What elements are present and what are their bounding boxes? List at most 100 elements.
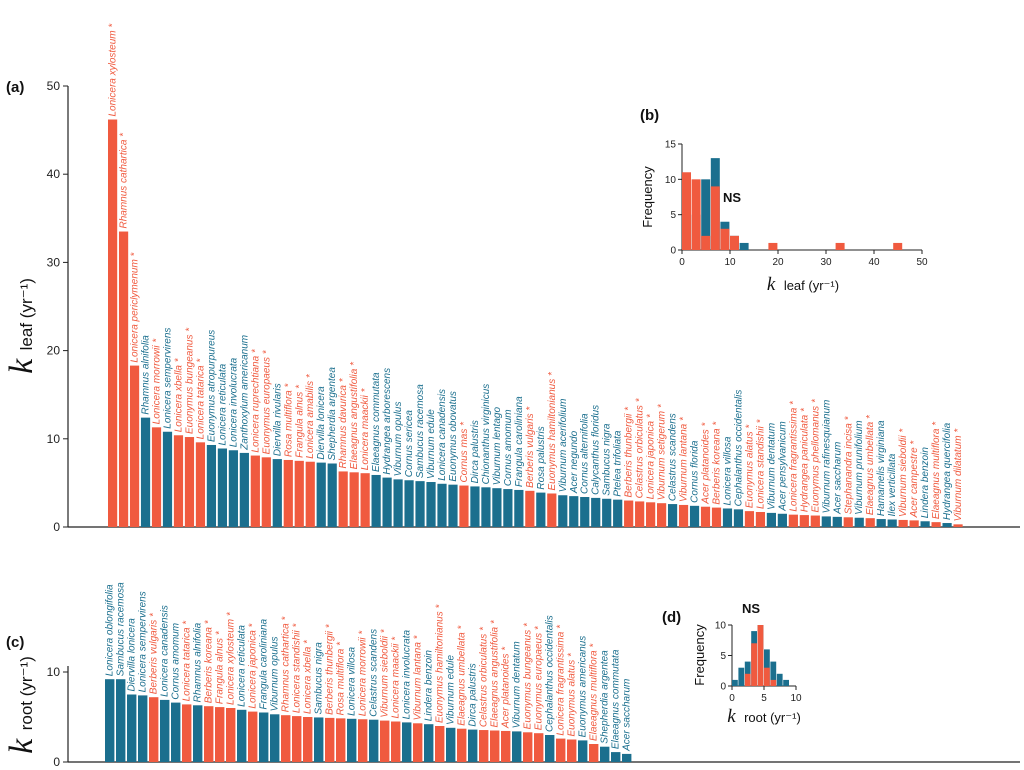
bar-label: Viburnum dentatum [512,641,523,728]
bar-label: Rosa palustris [536,426,547,489]
bar [545,735,555,762]
bar [382,477,392,527]
bar-label: Viburnum setigerum * [657,403,668,500]
y-tick-label: 0 [720,682,726,693]
bar-label: Lindera benzoin [424,650,435,722]
bar-label: Frangula alnus * [215,630,226,704]
panel-c-bars [105,679,632,762]
bar-label: Frangula caroliniana [514,396,525,487]
bar [777,513,787,527]
bar [490,730,500,762]
panel-a-bar-labels: Lonicera xylosteum * Rhamnus cathartica *… [108,23,964,522]
y-tick-label: 10 [47,665,61,679]
histogram-bar-native [776,673,783,686]
bar-label: Lonicera amabilis * [305,373,316,459]
bar [788,514,798,527]
bar [358,719,368,762]
bar-label: Rhamnus alnifolia [141,335,152,415]
bar [226,708,236,762]
bar-label: Euonymus alatus * [567,652,578,736]
bar-label: Berberis thunbergii * [624,406,635,498]
bar [832,516,842,527]
bar-label: Euonymus phellomanus * [810,398,821,513]
bar [711,507,722,527]
x-tick-label: 40 [868,257,880,268]
bar-label: Lonicera xylosteum * [226,611,237,705]
bar-label: Lonicera morrowii * [358,630,369,717]
bar [371,474,381,527]
bar-label: Viburnum opulus [393,401,404,476]
bar-label: Viburnum lantana * [413,634,424,720]
bar [338,471,348,527]
bar-label: Celastrus scandens [668,413,679,501]
bar-label: Shepherdia argentea [600,650,611,744]
histogram-bar-native [770,661,777,686]
panel-d-xlabel-k: k [727,706,736,727]
histogram-bar-invasive [682,172,691,250]
x-tick-label: 0 [679,257,685,268]
panel-a-ylabel-unit: leaf (yr⁻¹) [17,278,36,350]
panel-b-xlabel-unit: leaf (yr⁻¹) [784,278,839,293]
bar [129,365,140,527]
bar-label: Hydrangea paniculata * [799,407,810,512]
bar [733,509,744,527]
bar-label: Euonymus americanus [578,636,589,738]
bar [459,485,469,527]
histogram-bar-invasive [744,673,751,686]
bar-label: Dirca palustris [468,663,479,726]
bar [360,473,370,527]
bar-label: Berberis vulgaris * [149,612,160,694]
y-tick-label: 15 [665,140,677,151]
x-tick-label: 10 [790,693,802,704]
bar [898,519,908,527]
bar-label: Ptelea trifoliata [613,430,624,497]
histogram-bar-native [738,667,745,686]
bar [283,459,293,527]
histogram-bar-invasive [770,679,777,686]
y-tick-label: 5 [720,651,726,662]
bar-label: Lonicera involucrata [402,629,413,719]
bar-label: Lonicera villosa [347,646,358,715]
bar-label: Acer platanoides * [501,646,512,729]
bar-label: Cornus amomum [171,623,182,700]
bar [523,732,533,762]
bar [349,472,359,527]
bar [920,521,930,527]
bar [567,739,577,762]
bar-label: Celastrus scandens [369,629,380,717]
bar-label: Acer saccharum [832,442,843,515]
bar [591,497,601,527]
bar [503,489,513,527]
bar-label: Celastrus orbiculatus * [635,397,646,498]
y-tick-label: 50 [47,79,61,93]
bar-label: Cornus florida [690,440,701,503]
bar [303,717,313,762]
bar-label: Lonicera standishii * [292,622,303,713]
panel-b-bars [682,158,903,250]
panel-d-ticks: 0 5 10 0 5 10 [715,621,802,705]
y-tick-label: 10 [715,621,727,632]
bar [413,723,423,762]
bar [766,512,776,527]
bar [854,517,864,527]
bar [204,706,214,762]
bar-label: Cornus amomum [503,409,514,486]
bar-label: Lonicera fragrantissima * [556,624,567,736]
bar-label: Viburnum sieboldii * [380,628,391,717]
bar-label: Cornus sericea [404,410,415,478]
bar-label: Lonicera sempervirens [163,328,174,429]
bar [149,697,159,762]
panel-d-ns-annotation: NS [742,601,760,616]
bar [865,518,875,527]
panel-a-y-ticks: 0 10 20 30 40 50 [47,79,68,534]
bar [744,511,755,527]
panel-b-ns-annotation: NS [723,190,741,205]
svg-text:k root (yr⁻¹): k root (yr⁻¹) [3,656,40,754]
bar-label: Sambucus racemosa [116,582,127,676]
bar-label: Lonicera sempervirens [138,591,149,692]
bar-label: Berberis thunbergii * [325,623,336,715]
bar-label: Lonicera villosa [722,436,733,505]
bar [237,709,247,762]
panel-c-bar-labels: Lonicera oblongifolia Sambucus racemosa Di… [105,582,633,752]
